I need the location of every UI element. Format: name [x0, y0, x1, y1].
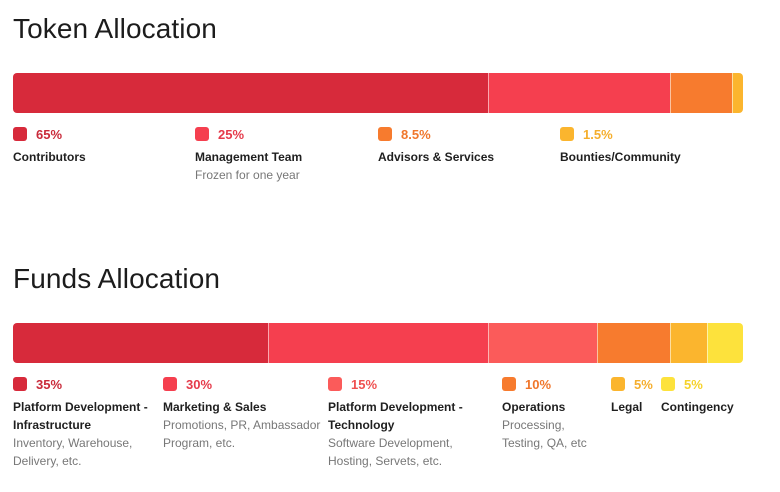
legend-swatch [13, 127, 27, 141]
funds-allocation-title: Funds Allocation [13, 263, 221, 294]
bar-segment-platform-development-technology [488, 323, 597, 363]
legend-label: Platform Development - Technology [328, 400, 463, 432]
bar-segment-contingency [707, 323, 743, 363]
legend-swatch [378, 127, 392, 141]
legend-swatch [661, 377, 675, 391]
bar-segment-operations [597, 323, 670, 363]
legend-label: Contingency [661, 400, 734, 414]
legend-description: Promotions, PR, Ambassador Program, etc. [163, 418, 321, 450]
legend-swatch [163, 377, 177, 391]
legend-swatch [13, 377, 27, 391]
legend-label: Legal [611, 400, 643, 414]
bar-segment-legal [670, 323, 707, 363]
legend-label: Marketing & Sales [163, 400, 267, 414]
bar-segment-advisors-and-services [670, 73, 732, 113]
legend-swatch [328, 377, 342, 391]
legend-item-advisors-and-services: 8.5% Advisors & Services [378, 126, 548, 166]
legend-item-platform-development-technology: 15% Platform Development - Technology Soft… [328, 376, 493, 470]
data-label: 15% [351, 376, 378, 392]
legend-item-contingency: 5% Contingency [661, 376, 741, 416]
bar-segment-platform-development-infrastructure [13, 323, 268, 363]
data-label: 8.5% [401, 126, 431, 142]
token-allocation-bar [13, 73, 743, 113]
bar-segment-bounties-community [732, 73, 743, 113]
legend-description: Inventory, Warehouse, Delivery, etc. [13, 436, 133, 468]
legend-label: Management Team [195, 150, 303, 164]
legend-description: Frozen for one year [195, 168, 300, 182]
legend-item-contributors: 65% Contributors [13, 126, 183, 166]
legend-percent-row: 25% [195, 126, 365, 142]
legend-item-management-team: 25% Management Team Frozen for one year [195, 126, 365, 184]
bar-segment-contributors [13, 73, 488, 113]
legend-label: Advisors & Services [378, 150, 495, 164]
data-label: 25% [218, 126, 245, 142]
data-label: 65% [36, 126, 63, 142]
data-label: 5% [634, 376, 653, 392]
legend-percent-row: 5% [661, 376, 741, 392]
data-label: 10% [525, 376, 552, 392]
data-label: 1.5% [583, 126, 613, 142]
legend-swatch [560, 127, 574, 141]
legend-label: Contributors [13, 150, 86, 164]
legend-item-operations: 10% Operations Processing, Testing, QA, et… [502, 376, 602, 452]
data-label: 5% [684, 376, 703, 392]
legend-percent-row: 1.5% [560, 126, 740, 142]
legend-percent-row: 15% [328, 376, 493, 392]
data-label: 30% [186, 376, 213, 392]
legend-label: Bounties/Community [560, 150, 681, 164]
legend-percent-row: 30% [163, 376, 323, 392]
data-label: 35% [36, 376, 63, 392]
legend-item-bounties-community: 1.5% Bounties/Community [560, 126, 740, 166]
bar-segment-management-team [488, 73, 670, 113]
legend-swatch [611, 377, 625, 391]
bar-segment-marketing-and-sales [268, 323, 488, 363]
legend-percent-row: 65% [13, 126, 183, 142]
legend-swatch [502, 377, 516, 391]
legend-description: Software Development, Hosting, Servets, … [328, 436, 453, 468]
funds-allocation-bar [13, 323, 743, 363]
legend-percent-row: 5% [611, 376, 656, 392]
legend-percent-row: 35% [13, 376, 158, 392]
legend-label: Operations [502, 400, 566, 414]
legend-percent-row: 10% [502, 376, 602, 392]
legend-item-marketing-and-sales: 30% Marketing & Sales Promotions, PR, Amba… [163, 376, 323, 452]
legend-description: Processing, Testing, QA, etc [502, 418, 587, 450]
legend-percent-row: 8.5% [378, 126, 548, 142]
legend-item-platform-development-infrastructure: 35% Platform Development - Infrastructure… [13, 376, 158, 470]
legend-item-legal: 5% Legal [611, 376, 656, 416]
legend-swatch [195, 127, 209, 141]
token-allocation-title: Token Allocation [13, 13, 217, 44]
legend-label: Platform Development - Infrastructure [13, 400, 148, 432]
